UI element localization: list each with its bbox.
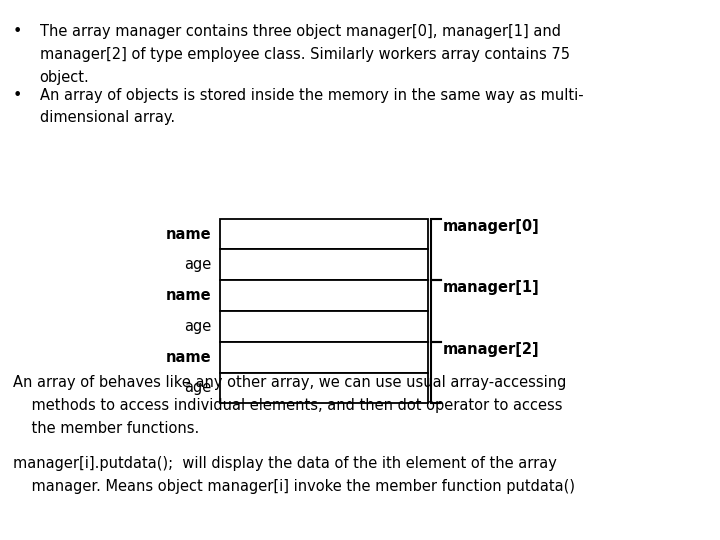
Text: age: age xyxy=(184,381,211,395)
Text: age: age xyxy=(184,258,211,272)
Text: manager[i].putdata();  will display the data of the ith element of the array: manager[i].putdata(); will display the d… xyxy=(13,456,557,471)
Text: name: name xyxy=(166,288,211,303)
Text: dimensional array.: dimensional array. xyxy=(40,111,175,125)
Text: manager. Means object manager[i] invoke the member function putdata(): manager. Means object manager[i] invoke … xyxy=(13,479,575,494)
Text: An array of behaves like any other array, we can use usual array-accessing: An array of behaves like any other array… xyxy=(13,375,567,390)
Text: manager[1]: manager[1] xyxy=(443,280,539,295)
Bar xyxy=(220,280,428,311)
Text: The array manager contains three object manager[0], manager[1] and: The array manager contains three object … xyxy=(40,24,561,39)
Text: methods to access individual elements, and then dot operator to access: methods to access individual elements, a… xyxy=(13,398,562,413)
Text: name: name xyxy=(166,227,211,241)
Text: manager[0]: manager[0] xyxy=(443,219,539,234)
Bar xyxy=(220,373,428,403)
Text: manager[2]: manager[2] xyxy=(443,342,539,357)
Bar xyxy=(220,219,428,249)
Text: the member functions.: the member functions. xyxy=(13,421,199,436)
Text: •: • xyxy=(13,24,22,39)
Text: An array of objects is stored inside the memory in the same way as multi-: An array of objects is stored inside the… xyxy=(40,88,583,103)
Text: name: name xyxy=(166,350,211,364)
Text: •: • xyxy=(13,88,22,103)
Bar xyxy=(220,342,428,373)
Text: manager[2] of type employee class. Similarly workers array contains 75: manager[2] of type employee class. Simil… xyxy=(40,47,570,62)
Text: object.: object. xyxy=(40,70,89,85)
Bar xyxy=(220,249,428,280)
Bar xyxy=(220,311,428,342)
Text: age: age xyxy=(184,319,211,334)
